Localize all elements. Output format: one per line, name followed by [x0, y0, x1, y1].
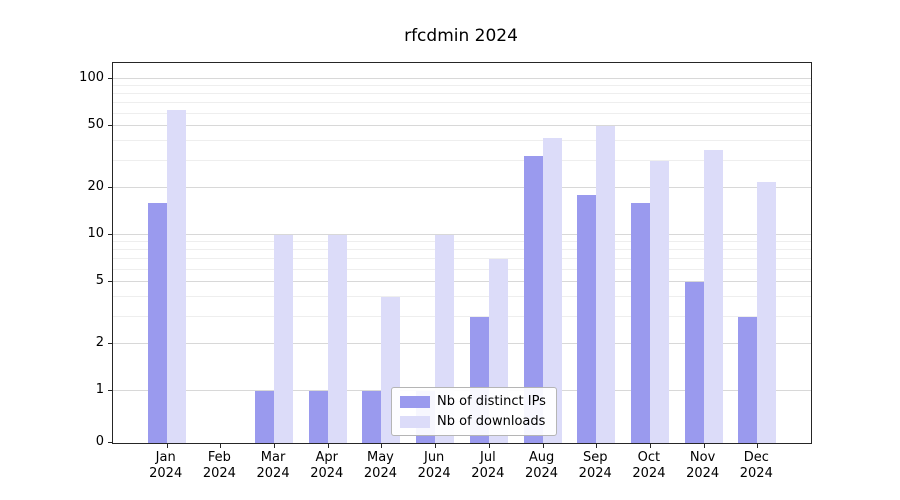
gridline	[113, 124, 811, 126]
x-tick-label: Feb 2024	[202, 450, 236, 482]
y-tick-label: 50	[87, 116, 104, 132]
gridline	[113, 140, 811, 142]
y-tick-label: 0	[95, 434, 104, 449]
gridline	[113, 102, 811, 104]
x-tick-mark	[327, 444, 329, 448]
x-tick-mark	[166, 444, 168, 448]
gridline	[113, 296, 811, 298]
y-tick-mark	[108, 390, 112, 391]
bar-distinct-ips-mar	[255, 391, 275, 443]
y-tick-mark	[108, 442, 112, 443]
bar-distinct-ips-aug	[523, 156, 543, 443]
x-tick-label: Oct 2024	[632, 450, 666, 482]
gridline	[113, 234, 811, 235]
gridline	[113, 112, 811, 114]
bar-distinct-ips-oct	[630, 203, 650, 443]
y-tick-mark	[108, 124, 112, 126]
x-tick-mark	[488, 444, 490, 448]
bar-distinct-ips-nov	[684, 281, 704, 443]
y-tick-mark	[108, 234, 112, 235]
legend-item-downloads: Nb of downloads	[400, 414, 546, 429]
legend-label-downloads: Nb of downloads	[437, 414, 546, 429]
bar-distinct-ips-jan	[147, 203, 167, 443]
bar-downloads-sep	[596, 125, 616, 443]
x-axis: Jan 2024 Feb 2024 Mar 2024 Apr 2024 May 2024 Jun 20…	[112, 450, 810, 490]
x-tick-mark	[381, 444, 383, 448]
bar-distinct-ips-sep	[577, 195, 597, 443]
gridline	[113, 78, 811, 79]
x-tick-label: Jun 2024	[417, 450, 451, 482]
y-axis: 0 1 2 5 10 20 50 100	[0, 62, 104, 449]
x-tick-mark	[703, 444, 705, 448]
bar-downloads-nov	[703, 150, 723, 443]
gridline	[113, 315, 811, 317]
bar-downloads-oct	[649, 160, 669, 443]
gridline	[113, 280, 811, 282]
x-tick-label: Sep 2024	[578, 450, 612, 482]
x-tick-label: Apr 2024	[310, 450, 344, 482]
bar-downloads-aug	[542, 137, 562, 443]
x-tick-label: Jul 2024	[471, 450, 505, 482]
x-tick-label: Mar 2024	[256, 450, 290, 482]
y-tick-label: 20	[87, 179, 104, 195]
x-tick-mark	[757, 444, 759, 448]
bar-downloads-mar	[274, 235, 294, 443]
gridline	[113, 343, 811, 345]
bar-downloads-dec	[757, 181, 777, 443]
x-tick-label: May 2024	[363, 450, 397, 482]
bar-downloads-apr	[327, 235, 347, 443]
y-tick-mark	[108, 343, 112, 345]
gridline	[113, 187, 811, 189]
gridline	[113, 258, 811, 260]
x-tick-label: Aug 2024	[524, 450, 559, 482]
x-tick-mark	[220, 444, 222, 448]
gridline	[113, 268, 811, 270]
x-tick-mark	[274, 444, 276, 448]
legend-swatch-downloads	[400, 415, 430, 428]
x-tick-mark	[435, 444, 437, 448]
y-tick-label: 10	[87, 226, 104, 241]
x-tick-mark	[596, 444, 598, 448]
legend-label-distinct-ips: Nb of distinct IPs	[437, 394, 546, 409]
gridline	[113, 159, 811, 161]
y-tick-label: 2	[95, 335, 104, 351]
legend-item-distinct-ips: Nb of distinct IPs	[400, 394, 546, 409]
gridline	[113, 241, 811, 243]
y-tick-mark	[108, 280, 112, 282]
x-tick-mark	[649, 444, 651, 448]
y-tick-label: 5	[95, 272, 104, 288]
x-tick-label: Nov 2024	[686, 450, 720, 482]
legend: Nb of distinct IPs Nb of downloads	[391, 387, 557, 436]
bar-distinct-ips-may	[362, 391, 382, 443]
x-tick-label: Jan 2024	[149, 450, 183, 482]
bar-distinct-ips-apr	[308, 391, 328, 443]
chart-title: rfcdmin 2024	[404, 26, 518, 46]
y-tick-mark	[108, 187, 112, 189]
gridline	[113, 93, 811, 95]
x-tick-mark	[542, 444, 544, 448]
y-tick-mark	[108, 78, 112, 79]
bar-downloads-jan	[166, 110, 186, 443]
gridline	[113, 85, 811, 87]
y-tick-label: 100	[79, 70, 104, 85]
y-tick-label: 1	[95, 382, 104, 397]
x-tick-label: Dec 2024	[739, 450, 773, 482]
bar-distinct-ips-dec	[738, 316, 758, 443]
plot-area: Nb of distinct IPs Nb of downloads	[108, 62, 812, 448]
gridline	[113, 249, 811, 251]
legend-swatch-distinct-ips	[400, 395, 430, 408]
